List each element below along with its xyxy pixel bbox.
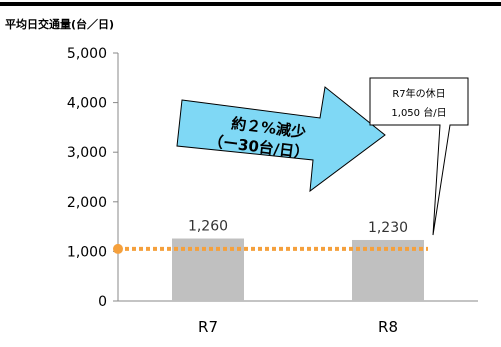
x-tick-label: R7	[198, 318, 218, 336]
decrease-arrow: 約２%減少 （ー30台/日）	[177, 87, 385, 191]
data-label: 1,260	[188, 219, 228, 235]
y-tick-label: 2,000	[67, 195, 107, 211]
y-tick-label: 5,000	[67, 46, 107, 62]
data-label: 1,230	[368, 220, 408, 236]
y-tick-label: 4,000	[67, 96, 107, 112]
callout-line2: 1,050 台/日	[391, 106, 446, 119]
y-tick-label: 1,000	[67, 244, 107, 260]
chart-title: 平均日交通量(台／日)	[5, 17, 114, 31]
callout-box	[370, 78, 468, 235]
x-tick-label: R8	[378, 318, 398, 336]
y-tick-label: 0	[98, 294, 107, 310]
holiday-callout: R7年の休日 1,050 台/日	[370, 78, 468, 235]
bars: 1,260 R7 1,230 R8	[172, 219, 424, 336]
y-ticks: 0 1,000 2,000 3,000 4,000 5,000	[67, 46, 118, 310]
y-tick-label: 3,000	[67, 145, 107, 161]
callout-line1: R7年の休日	[392, 87, 445, 100]
reference-dot	[113, 244, 123, 254]
